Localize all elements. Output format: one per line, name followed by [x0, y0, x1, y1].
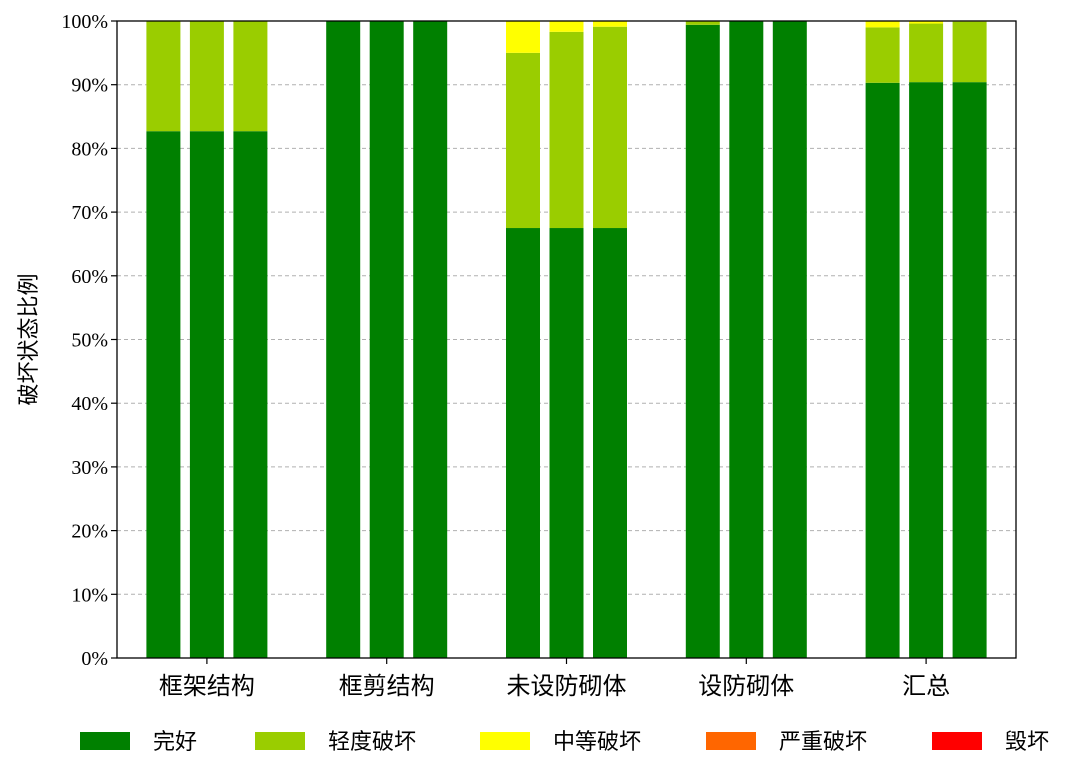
bar-segment: [865, 82, 900, 658]
bars: [146, 21, 987, 659]
bar-segment: [233, 131, 268, 659]
bar-segment: [593, 26, 627, 229]
y-axis-ticks: 0% 10% 20% 30% 40% 50% 60% 70% 80% 90% 100%: [61, 11, 117, 670]
legend-label: 中等破坏: [553, 730, 641, 755]
y-tick-label: 40%: [71, 393, 108, 415]
x-tick-label: 框剪结构: [339, 672, 435, 700]
bar-segment: [909, 82, 944, 659]
y-axis-label: 破坏状态比例: [17, 273, 42, 405]
bar-segment: [593, 21, 627, 27]
legend-swatch: [706, 732, 756, 750]
bar-segment: [909, 21, 944, 24]
bar-segment: [146, 21, 181, 132]
y-tick-label: 70%: [71, 202, 108, 224]
legend-label: 轻度破坏: [328, 730, 416, 755]
x-tick-label: 汇总: [902, 672, 950, 700]
bar-segment: [189, 21, 224, 132]
y-tick-label: 100%: [61, 11, 108, 33]
bar-segment: [506, 21, 540, 53]
bar-segment: [506, 52, 540, 229]
y-tick-label: 30%: [71, 457, 108, 479]
y-tick-label: 90%: [71, 75, 108, 97]
bar-segment: [952, 21, 987, 83]
legend: 完好 轻度破坏 中等破坏 严重破坏 毁坏: [80, 730, 1049, 755]
bar-segment: [146, 131, 181, 659]
legend-label: 毁坏: [1005, 730, 1049, 755]
bar-segment: [549, 31, 584, 229]
bar-segment: [909, 23, 944, 83]
y-tick-label: 60%: [71, 266, 108, 288]
bar-segment: [189, 131, 224, 659]
y-tick-label: 50%: [71, 330, 108, 352]
bar-segment: [326, 21, 361, 658]
bar-segment: [865, 21, 900, 28]
bar-segment: [369, 21, 404, 658]
y-tick-label: 10%: [71, 584, 108, 606]
bar-segment: [772, 21, 807, 658]
bar-segment: [952, 82, 987, 659]
x-tick-label: 设防砌体: [698, 672, 794, 700]
bar-segment: [506, 228, 540, 658]
x-tick-label: 框架结构: [159, 672, 255, 700]
x-tick-label: 未设防砌体: [507, 672, 627, 700]
bar-segment: [685, 21, 720, 25]
x-axis-ticks: 框架结构 框剪结构 未设防砌体 设防砌体 汇总: [159, 658, 950, 700]
bar-segment: [865, 27, 900, 83]
legend-swatch: [932, 732, 982, 750]
y-tick-label: 0%: [81, 648, 108, 670]
bar-segment: [233, 21, 268, 132]
y-tick-label: 20%: [71, 521, 108, 543]
bar-segment: [593, 228, 627, 658]
legend-swatch: [480, 732, 530, 750]
legend-label: 完好: [153, 730, 197, 755]
legend-label: 严重破坏: [779, 730, 867, 755]
bar-segment: [685, 24, 720, 658]
bar-segment: [549, 228, 584, 658]
bar-segment: [413, 21, 448, 658]
bar-segment: [729, 21, 764, 658]
legend-swatch: [255, 732, 305, 750]
bar-segment: [549, 21, 584, 32]
y-tick-label: 80%: [71, 138, 108, 160]
legend-swatch: [80, 732, 130, 750]
